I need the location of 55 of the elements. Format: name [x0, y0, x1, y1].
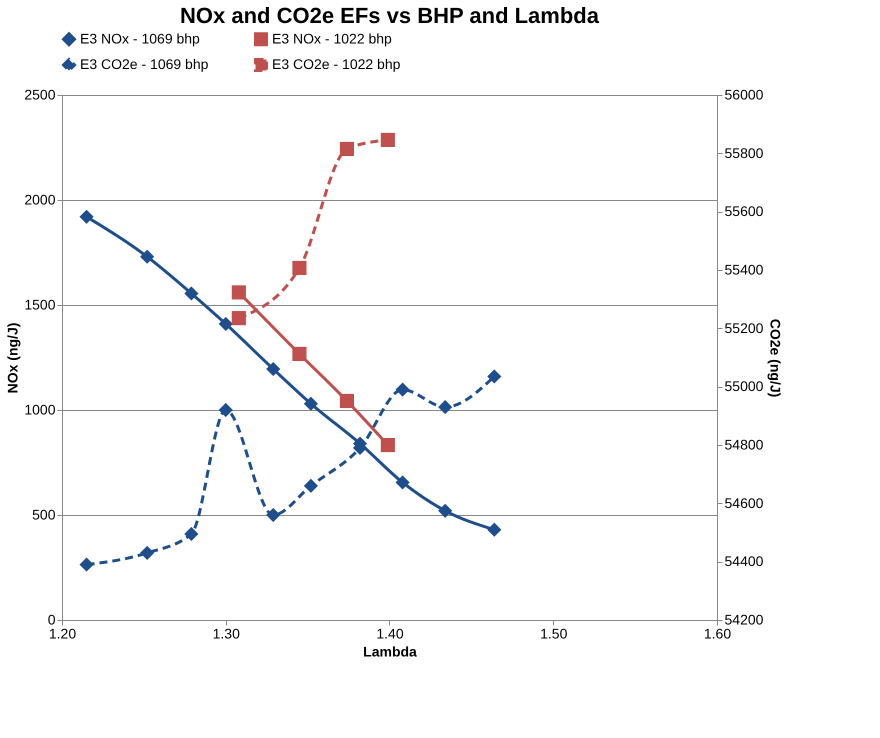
point [218, 316, 233, 331]
point [396, 382, 410, 397]
point [292, 346, 307, 361]
point [380, 132, 395, 147]
y-tick-label: 2500 [24, 86, 56, 102]
y-tick-label: 2000 [24, 192, 56, 208]
y2-tick-label: 55600 [724, 203, 764, 220]
legend-label: E3 CO2e - 1069 bhp [80, 56, 209, 72]
x-tick-label: 1.40 [376, 626, 404, 642]
x-tick-label: 1.50 [540, 626, 568, 642]
y2-tick-label: 55400 [724, 262, 764, 278]
point [266, 362, 280, 376]
x-tick-label: 1.30 [212, 626, 240, 642]
point [79, 558, 94, 572]
point [380, 438, 395, 452]
y2-tick-label: 55000 [724, 378, 764, 394]
point [232, 311, 246, 326]
point [79, 210, 94, 224]
legend-label: E3 CO2e - 1022 bhp [272, 56, 401, 72]
x-tick-label: 1.60 [704, 626, 732, 642]
point [438, 504, 452, 518]
point [396, 475, 410, 490]
point [438, 400, 452, 414]
point [487, 369, 502, 384]
point [340, 142, 354, 156]
y2-tick-label: 54400 [724, 553, 764, 570]
y2-tick-label: 56000 [724, 86, 764, 102]
point [304, 478, 318, 493]
x-tick-label: 1.20 [48, 626, 76, 642]
legend-label: E3 NOx - 1069 bhp [80, 30, 200, 46]
y2-tick-label: 55200 [724, 320, 764, 336]
point [340, 394, 354, 408]
point [266, 508, 280, 522]
y2-axis-title: CO2e (ng/J) [767, 318, 784, 398]
point [140, 250, 154, 264]
y2-tick-label: 54200 [724, 612, 764, 628]
y-tick-label: 1000 [24, 402, 56, 418]
y-axis-title: NOx (ng/J) [4, 322, 20, 394]
point [487, 522, 502, 537]
point [140, 546, 154, 560]
point [304, 396, 318, 411]
x-axis-title: Lambda [363, 644, 418, 660]
y2-tick-label: 54800 [724, 436, 764, 452]
point [232, 285, 246, 300]
point [184, 286, 198, 301]
y2-tick-label: 55800 [724, 144, 764, 161]
y-tick-label: 1500 [24, 296, 56, 312]
point [184, 526, 198, 542]
y2-tick-label: 54600 [724, 494, 764, 511]
legend-label: E3 NOx - 1022 bhp [272, 30, 392, 46]
point [218, 402, 233, 418]
point [292, 260, 307, 276]
y-tick-label: 500 [32, 506, 56, 522]
chart-title: NOx and CO2e EFs vs BHP and Lambda [180, 3, 600, 28]
y-tick-label: 0 [48, 612, 56, 628]
